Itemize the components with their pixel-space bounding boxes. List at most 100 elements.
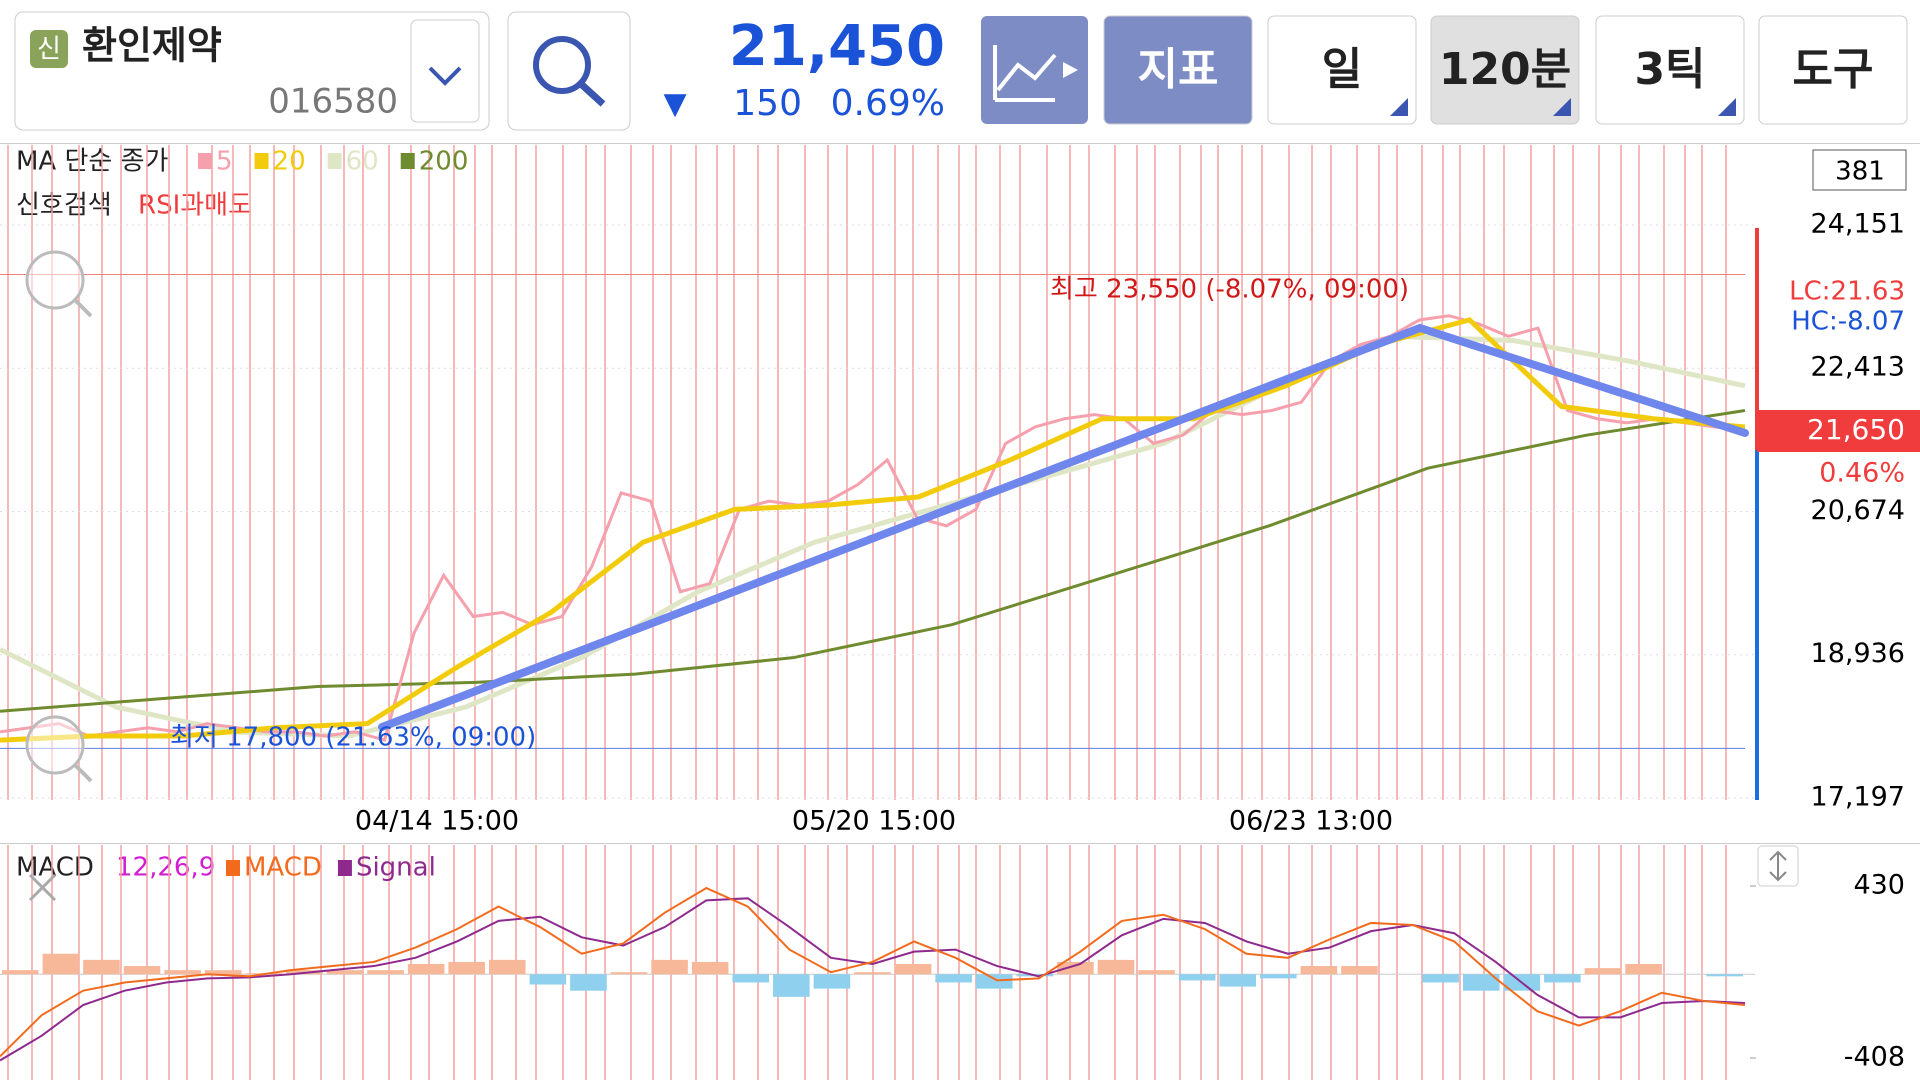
histogram-bar xyxy=(488,959,526,975)
header: 신 환인제약 016580 21,450 ▼ 150 0.69% xyxy=(14,11,1088,131)
zoom-icon xyxy=(73,298,93,318)
legend-swatch xyxy=(254,153,269,169)
toolbar-button-label: 일 xyxy=(1322,44,1362,95)
lc: LC:21.63 xyxy=(1789,277,1905,307)
zoom-icon[interactable] xyxy=(25,250,85,310)
histogram-bar xyxy=(1260,974,1297,979)
toolbar-button-label: 3틱 xyxy=(1634,44,1705,95)
toolbar-button-label: 도구 xyxy=(1793,44,1874,95)
histogram-bar xyxy=(894,963,932,975)
histogram-bar xyxy=(1706,974,1743,977)
search-icon xyxy=(533,36,591,94)
high-label: 최고 23,550 (-8.07%, 09:00) xyxy=(1050,275,1409,305)
toolbar-button[interactable] xyxy=(1103,15,1253,125)
histogram-bar xyxy=(935,974,972,983)
histogram-bar xyxy=(1097,959,1135,975)
signal-name: RSI과매도 xyxy=(138,191,252,221)
toolbar-button[interactable] xyxy=(1430,15,1580,125)
histogram-bar xyxy=(975,974,1013,989)
chart-icon xyxy=(993,45,1057,102)
chevron xyxy=(428,66,462,86)
series-line xyxy=(0,408,1746,713)
histogram-bar xyxy=(1300,966,1338,975)
legend-swatch xyxy=(226,860,240,876)
legend-label: MACD xyxy=(244,853,322,883)
stock-code: 016580 xyxy=(268,82,398,122)
macd-tick-label: 430 xyxy=(1853,870,1905,901)
histogram-bar xyxy=(1057,961,1094,975)
histogram-bar xyxy=(407,963,445,975)
histogram-bar xyxy=(610,972,648,975)
histogram-bar xyxy=(1625,963,1662,975)
zoom-icon xyxy=(73,763,93,783)
legend-swatch xyxy=(400,153,415,169)
zoom-icon[interactable] xyxy=(25,715,85,775)
histogram-bar xyxy=(326,970,364,975)
y-tick-label: 18,936 xyxy=(1811,638,1905,669)
histogram-bar xyxy=(1138,970,1175,975)
chart-icon xyxy=(1063,62,1078,78)
divider xyxy=(0,843,1920,844)
toolbar-button-label: 120분 xyxy=(1439,44,1571,95)
x-tick-label: 05/20 15:00 xyxy=(792,806,956,837)
histogram-bar xyxy=(367,970,404,975)
histogram-bar xyxy=(691,961,729,975)
low-label: 최저 17,800 (21.63%, 09:00) xyxy=(170,723,536,753)
y-tick-label: 17,197 xyxy=(1811,782,1905,813)
histogram-bar xyxy=(1462,974,1500,991)
count-box xyxy=(1812,149,1907,191)
legend-title: MA 단순 종가 xyxy=(16,147,169,177)
legend-label: Signal xyxy=(356,853,436,883)
plot: 381 MA 단순 종가 신호검색 RSI과매도 LC:21.63 HC:-8.… xyxy=(0,143,1920,887)
corner-mark xyxy=(1390,98,1408,116)
histogram-bar xyxy=(83,959,120,975)
histogram-bar xyxy=(1178,974,1216,981)
histogram-bar xyxy=(570,974,607,991)
series-line xyxy=(0,317,1746,743)
legend-label: 20 xyxy=(273,147,306,177)
divider xyxy=(0,143,1920,144)
histogram-bar xyxy=(2,970,39,975)
histogram-bar xyxy=(42,953,80,975)
histogram-bar xyxy=(813,974,851,989)
badge xyxy=(30,30,68,68)
histogram-bar xyxy=(732,974,770,983)
histogram-bar xyxy=(204,970,242,975)
toolbar-button-label: 지표 xyxy=(1138,44,1219,95)
price: 21,450 xyxy=(729,14,945,79)
macd-label: MACD xyxy=(16,853,94,883)
corner-mark xyxy=(1553,98,1571,116)
histogram-bar xyxy=(448,961,485,975)
current-price: 21,650 xyxy=(1807,413,1905,446)
histogram-bar xyxy=(1219,974,1257,987)
count: 381 xyxy=(1835,157,1885,187)
macd-params: 12,26,9 xyxy=(116,853,215,883)
histogram-bar xyxy=(651,959,688,975)
toolbar-button[interactable] xyxy=(1267,15,1417,125)
legend-label: 5 xyxy=(216,147,233,177)
dropdown[interactable] xyxy=(410,19,480,123)
arrow: ▼ xyxy=(663,87,686,122)
change-pct: 0.69% xyxy=(831,83,945,124)
histogram-bar xyxy=(1544,974,1581,983)
series-line xyxy=(0,886,1746,1058)
search-icon xyxy=(578,81,606,107)
stock-box[interactable] xyxy=(14,11,490,131)
chart-type-button[interactable] xyxy=(981,16,1088,124)
legend-swatch xyxy=(337,860,352,876)
corner-mark xyxy=(1718,98,1736,116)
search-button[interactable] xyxy=(507,11,631,131)
histogram-bar xyxy=(1341,966,1378,975)
toolbar-button[interactable] xyxy=(1758,15,1908,125)
stock-name: 환인제약 xyxy=(82,24,222,68)
histogram-bar xyxy=(164,970,201,975)
signal-label: 신호검색 xyxy=(16,191,112,221)
hc: HC:-8.07 xyxy=(1791,307,1905,337)
trend-line xyxy=(378,323,1749,731)
series-line xyxy=(0,897,1746,1062)
resize-icon xyxy=(1769,850,1787,882)
x-tick-label: 06/23 13:00 xyxy=(1229,806,1393,837)
toolbar-button[interactable] xyxy=(1595,15,1745,125)
y-tick-label: 22,413 xyxy=(1811,352,1905,383)
